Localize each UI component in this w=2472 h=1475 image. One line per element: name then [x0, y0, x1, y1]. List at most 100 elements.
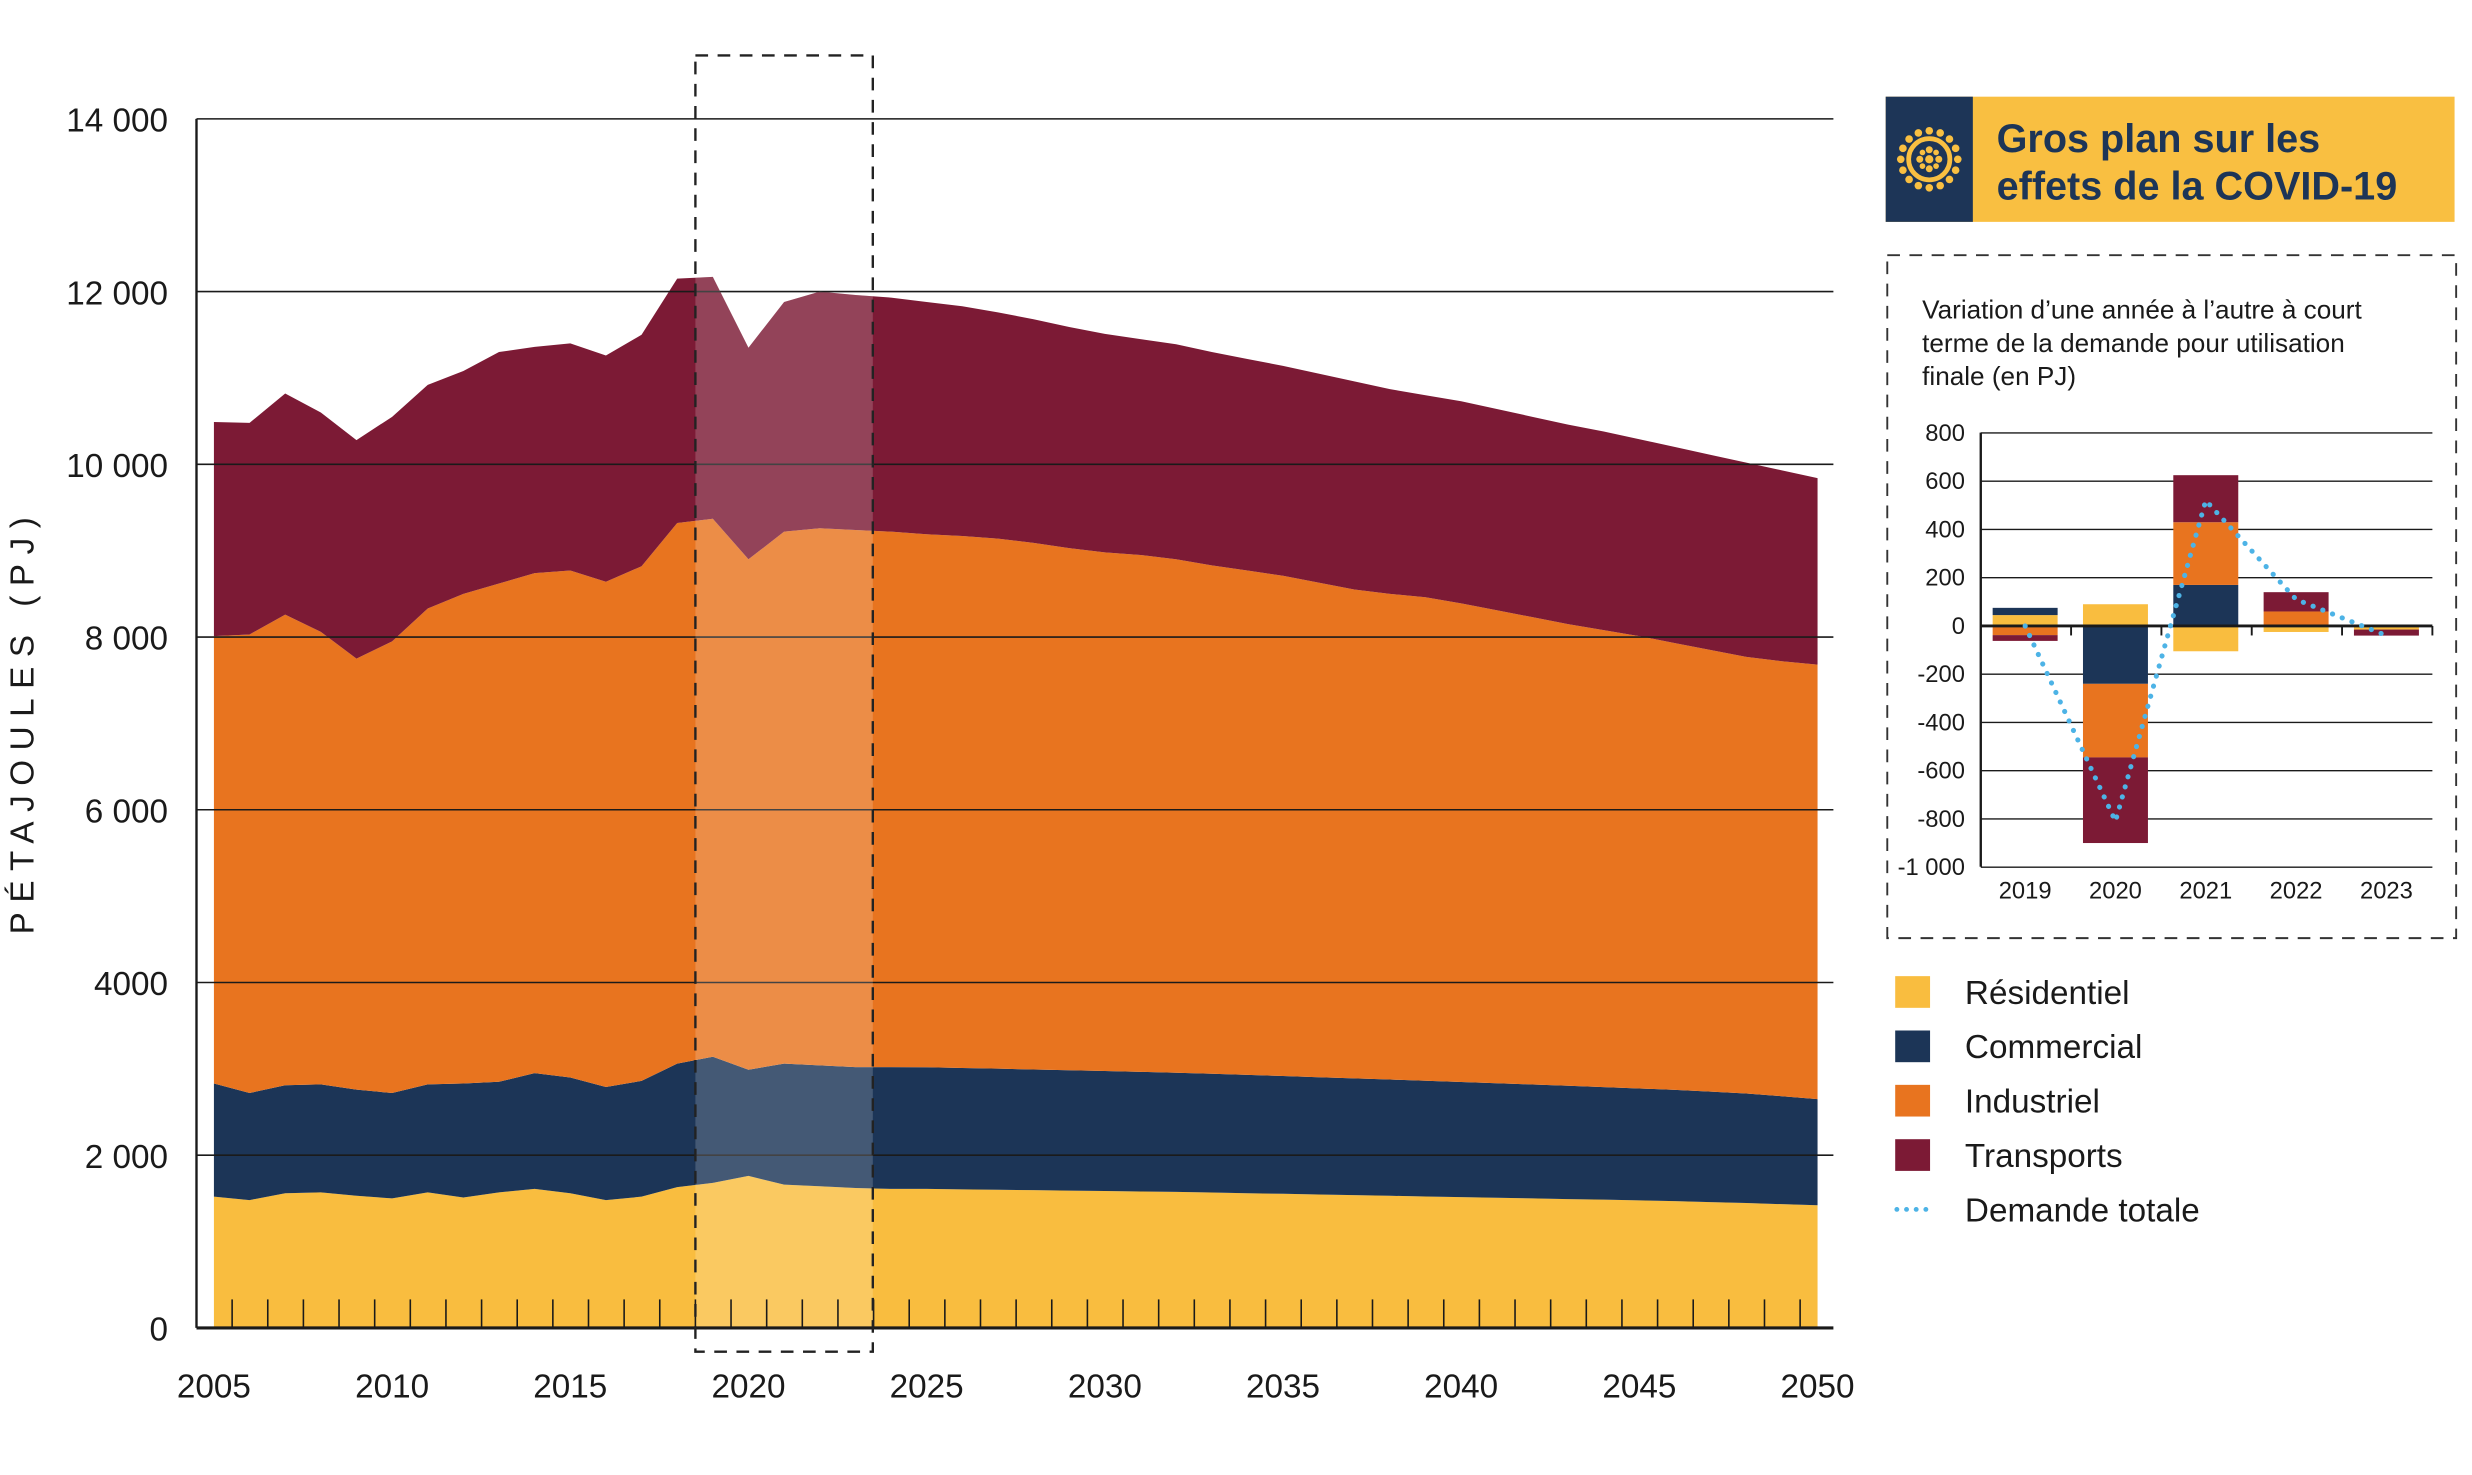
inset-title-line3: finale (en PJ) [1922, 361, 2076, 391]
bar-transports-2021 [2173, 475, 2239, 523]
bar-transports-2020 [2082, 757, 2148, 844]
legend-item-transports: Transports [1895, 1138, 2123, 1175]
y-tick-label: 12 000 [66, 275, 168, 312]
inset-x-tick-label: 2023 [2360, 877, 2413, 904]
virus-spike [1899, 144, 1907, 153]
x-tick-label: 2020 [711, 1369, 785, 1406]
y-tick-label: 10 000 [66, 448, 168, 485]
virus-spike [1914, 181, 1923, 190]
inset-dashed-frame [1886, 254, 2458, 940]
bar-transports-2019 [1992, 635, 2058, 641]
legend-swatch-transports [1895, 1139, 1931, 1171]
y-axis-ticks: 0 2 000 4000 6 000 8 000 10 000 12 000 14 000 [66, 103, 168, 1349]
legend-label: Commercial [1965, 1029, 2142, 1066]
covid-highlight-overlay [695, 276, 873, 1328]
legend-label: Demande totale [1965, 1192, 2200, 1229]
inset-y-tick-label: 600 [1925, 468, 1965, 495]
legend-label: Industriel [1965, 1084, 2100, 1121]
bar-residential-2019 [1992, 615, 2058, 626]
legend-swatch-commercial [1895, 1030, 1931, 1063]
virus-spike [1945, 135, 1954, 143]
inset-y-tick-label: -800 [1917, 806, 1965, 833]
x-tick-label: 2025 [890, 1369, 964, 1406]
virus-spike [1905, 135, 1913, 143]
inset-y-tick-label: 400 [1925, 516, 1965, 543]
area-transports [213, 276, 1818, 665]
y-tick-label: 0 [149, 1312, 168, 1349]
virus-spike [1951, 144, 1960, 153]
bar-commercial-2021 [2173, 584, 2239, 626]
inset-bar-chart: Variation d’une année à l’autre à court … [1886, 254, 2458, 940]
virus-spike [1914, 129, 1923, 137]
bar-residential-2020 [2082, 604, 2148, 626]
covid-panel-header: Gros plan sur les effets de la COVID-19 [1885, 96, 2455, 222]
legend-label: Transports [1965, 1138, 2123, 1175]
bar-commercial-2020 [2082, 625, 2148, 684]
inset-y-tick-label: -200 [1917, 661, 1965, 688]
y-tick-label: 14 000 [66, 103, 168, 140]
inset-y-tick-label: 800 [1925, 420, 1965, 447]
area-industrial [213, 518, 1818, 1100]
inset-y-tick-label: 200 [1925, 565, 1965, 592]
area-commercial [213, 1056, 1818, 1206]
y-tick-label: 2 000 [85, 1139, 168, 1176]
bar-residential-2023 [2353, 625, 2419, 630]
virus-spike [1936, 129, 1944, 137]
bar-industrial-2019 [1992, 625, 2058, 636]
inset-y-tick-label: -400 [1917, 709, 1965, 736]
virus-spike [1945, 175, 1954, 184]
virus-spike [1951, 166, 1960, 174]
gridlines [196, 118, 1834, 1156]
virus-spike [1925, 183, 1934, 192]
inset-x-tick-label: 2022 [2270, 877, 2323, 904]
virus-spike [1899, 166, 1907, 174]
inset-x-tick-label: 2019 [1999, 877, 2052, 904]
inset-y-tick-label: -1 000 [1898, 854, 1965, 881]
bar-residential-2021 [2173, 625, 2239, 652]
legend-swatch-residential [1895, 976, 1931, 1008]
area-layers [213, 276, 1818, 1328]
virus-spike [1925, 126, 1934, 135]
covid-highlight-dashed-box [694, 54, 874, 1353]
y-tick-label: 4000 [94, 966, 168, 1003]
header-title-line1: Gros plan sur les [1997, 117, 2321, 161]
legend-item-residential: Résidentiel [1895, 975, 2130, 1012]
x-tick-label: 2030 [1068, 1369, 1142, 1406]
inset-x-tick-label: 2020 [2089, 877, 2142, 904]
legend-item-commercial: Commercial [1895, 1029, 2142, 1066]
y-tick-label: 8 000 [85, 621, 168, 658]
legend-swatch-industrial [1895, 1084, 1931, 1117]
legend-label: Résidentiel [1965, 975, 2130, 1012]
x-axis-ticks: 2005 2010 2015 2020 2025 2030 2035 2040 2045 2050 [177, 1299, 1855, 1406]
y-axis-title: PÉTAJOULES (PJ) [4, 508, 41, 935]
inset-zero-axis [1980, 624, 2434, 636]
bar-transports-2022 [2263, 592, 2329, 612]
virus-spike [1953, 155, 1962, 164]
x-tick-label: 2005 [177, 1369, 251, 1406]
x-tick-label: 2010 [355, 1369, 429, 1406]
inset-bars [1992, 475, 2419, 844]
bar-residential-2022 [2263, 625, 2329, 632]
inset-x-tick-label: 2021 [2179, 877, 2232, 904]
inset-title-line2: terme de la demande pour utilisation [1922, 328, 2345, 358]
legend-item-industrial: Industriel [1895, 1084, 2100, 1121]
header-background [1885, 96, 2455, 222]
area-residential [213, 1175, 1818, 1328]
main-stacked-area-chart: 0 2 000 4000 6 000 8 000 10 000 12 000 14 000 2… [4, 54, 1855, 1406]
inset-y-tick-label: -600 [1917, 758, 1965, 785]
x-tick-label: 2040 [1424, 1369, 1498, 1406]
header-title-line2: effets de la COVID-19 [1997, 165, 2398, 209]
bar-commercial-2019 [1992, 607, 2058, 616]
virus-spike [1896, 155, 1905, 164]
inset-axis-labels: 800 600 400 200 0 -200 -400 -600 -800 -1 000 2019 2… [1898, 420, 2413, 905]
x-tick-label: 2050 [1781, 1369, 1855, 1406]
bar-industrial-2022 [2263, 611, 2329, 626]
inset-title-line1: Variation d’une année à l’autre à court [1922, 295, 2362, 325]
legend-item-total_demand: Demande totale [1894, 1192, 2200, 1229]
y-tick-label: 6 000 [85, 793, 168, 830]
virus-spike [1905, 175, 1913, 184]
bar-transports-2023 [2353, 629, 2419, 636]
x-tick-label: 2045 [1602, 1369, 1676, 1406]
covid-virus-icon [1896, 126, 1962, 192]
